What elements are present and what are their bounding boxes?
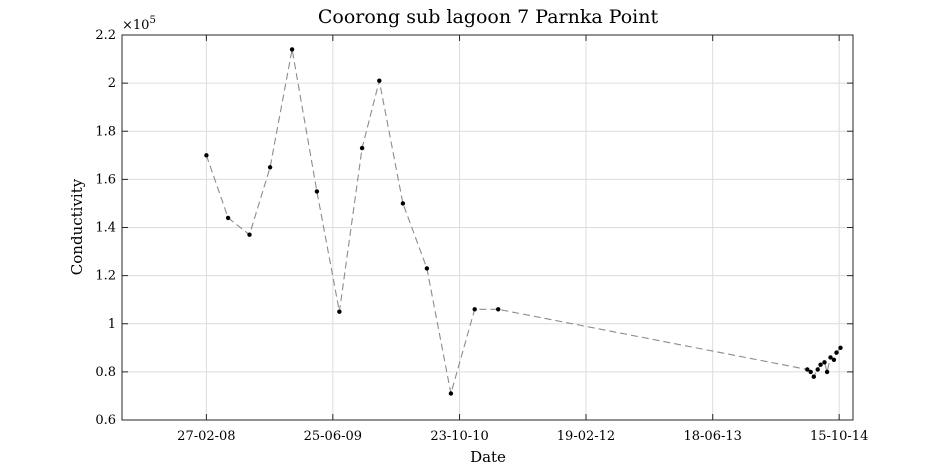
- data-point: [496, 307, 501, 312]
- y-tick-label: 1.2: [95, 269, 116, 284]
- series-layer: [204, 47, 843, 396]
- data-point: [448, 391, 454, 396]
- data-point: [808, 369, 813, 375]
- y-tick-label: 2.2: [95, 28, 116, 43]
- data-point: [337, 309, 342, 314]
- y-exponent-power: 5: [149, 15, 155, 26]
- chart-title: Coorong sub lagoon 7 Parnka Point: [318, 6, 659, 28]
- data-point: [815, 367, 820, 372]
- data-point: [424, 266, 430, 271]
- data-point: [247, 232, 252, 237]
- data-point: [828, 355, 833, 360]
- y-axis-title: Conductivity: [68, 178, 86, 275]
- y-exponent-base: ×10: [122, 18, 149, 33]
- y-exponent-label: ×105: [122, 15, 156, 33]
- y-tick-label: 0.8: [95, 365, 116, 380]
- data-point: [204, 153, 209, 158]
- data-point: [838, 345, 843, 350]
- y-tick-label: 1.8: [95, 124, 116, 139]
- data-point: [359, 145, 365, 151]
- y-tick-label: 0.6: [95, 413, 116, 428]
- data-point: [818, 362, 823, 367]
- data-point: [225, 215, 231, 221]
- x-tick-label: 19-02-12: [557, 429, 615, 444]
- data-point: [400, 201, 406, 206]
- grid-lines: [122, 34, 853, 421]
- data-point: [834, 350, 839, 355]
- data-point: [267, 165, 273, 170]
- x-tick-label: 18-06-13: [683, 429, 741, 444]
- axis-ticks: [122, 34, 853, 421]
- data-point: [811, 374, 816, 379]
- tick-labels: 0.6 0.8 1 1.2 1.4 1.6 1.8 2 2.2 27-02-08 25-06-09 2…: [95, 28, 868, 444]
- data-point: [314, 189, 320, 194]
- x-tick-label: 23-10-10: [430, 429, 488, 444]
- y-tick-label: 1.4: [95, 221, 116, 236]
- data-point: [377, 78, 382, 83]
- y-tick-label: 1.6: [95, 172, 116, 187]
- data-point: [805, 367, 810, 372]
- data-point: [289, 47, 295, 52]
- data-point: [822, 360, 827, 365]
- y-tick-label: 1: [108, 317, 116, 332]
- data-point: [472, 307, 477, 312]
- x-tick-label: 15-10-14: [810, 429, 868, 444]
- x-axis-title: Date: [470, 448, 506, 466]
- y-tick-label: 2: [108, 76, 116, 91]
- data-point: [831, 357, 837, 362]
- x-tick-label: 25-06-09: [304, 429, 362, 444]
- x-tick-label: 27-02-08: [177, 429, 235, 444]
- data-point: [824, 369, 830, 375]
